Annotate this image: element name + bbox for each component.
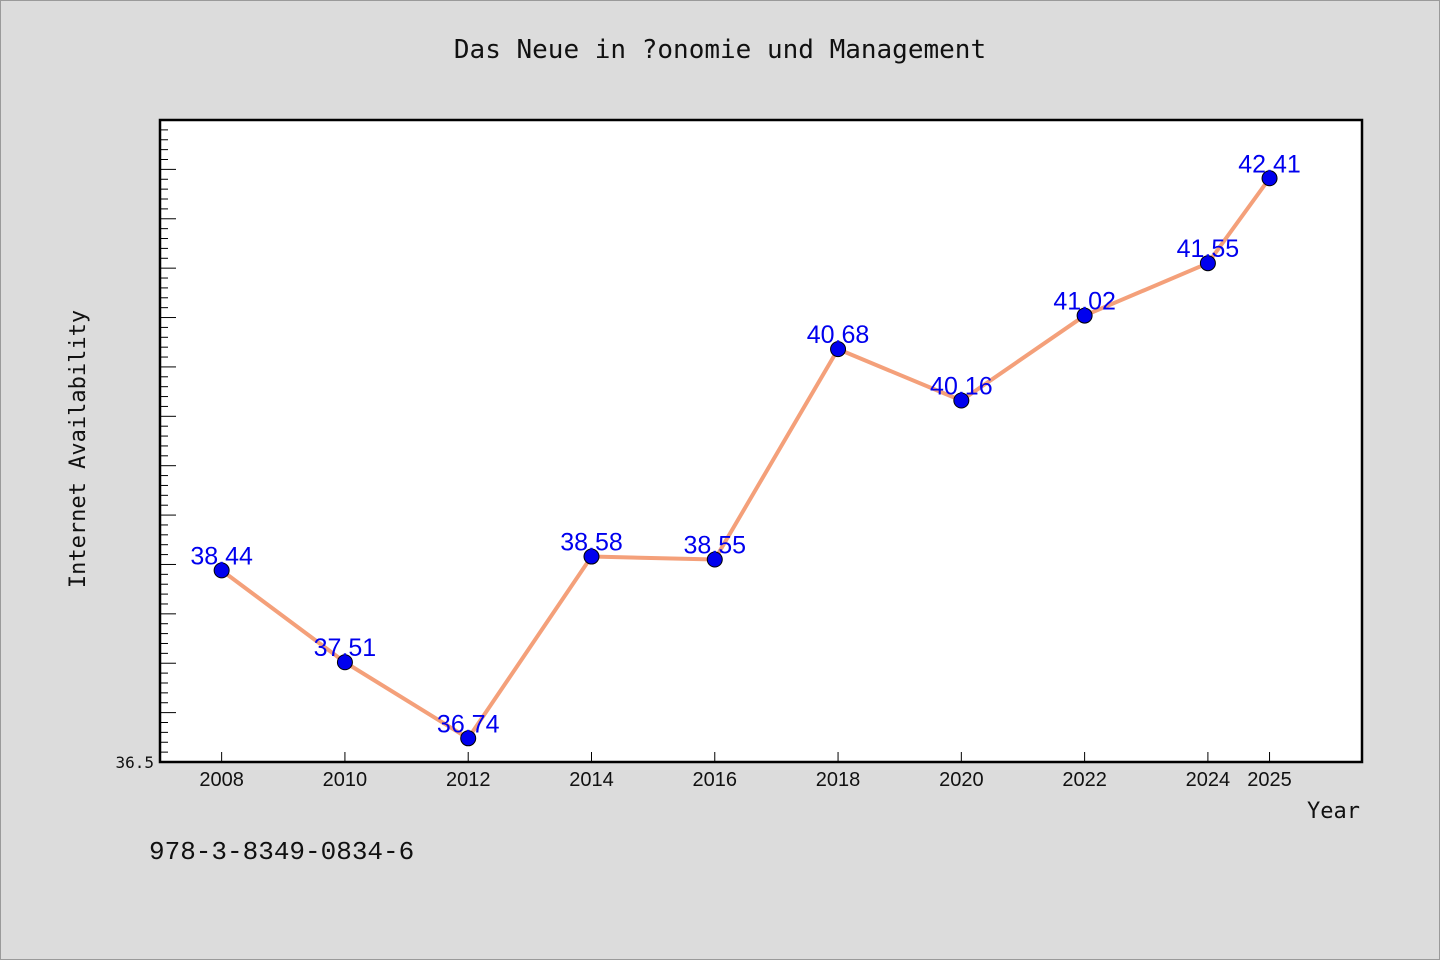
data-point xyxy=(336,654,353,671)
x-tick-label: 2025 xyxy=(1247,769,1292,791)
data-label: 42.41 xyxy=(1238,150,1301,178)
data-point xyxy=(1199,255,1216,272)
x-tick-label: 2012 xyxy=(446,769,491,791)
data-point xyxy=(1261,170,1278,187)
data-point xyxy=(1076,307,1093,324)
data-label: 36.74 xyxy=(437,710,500,738)
data-label: 38.58 xyxy=(560,529,623,557)
x-tick-label: 2008 xyxy=(199,769,244,791)
data-label: 41.02 xyxy=(1053,288,1116,316)
series-line xyxy=(219,176,1272,741)
x-tick-label: 2014 xyxy=(569,769,614,791)
data-point xyxy=(460,730,477,747)
data-point xyxy=(583,548,600,565)
chart-title: Das Neue in ?onomie und Management xyxy=(453,35,987,65)
data-point xyxy=(953,392,970,409)
data-label: 41.55 xyxy=(1177,235,1240,263)
isbn-label: 978-3-8349-0834-6 xyxy=(149,837,415,867)
data-point xyxy=(706,551,723,568)
x-axis-label: Year xyxy=(1307,799,1360,824)
data-label: 37.51 xyxy=(314,634,377,662)
data-point xyxy=(213,562,230,579)
data-label: 38.55 xyxy=(683,532,746,560)
x-tick-label: 2020 xyxy=(939,769,984,791)
plot-area xyxy=(158,118,1364,764)
x-tick-label: 2016 xyxy=(693,769,738,791)
y-axis-label: Internet Availability xyxy=(66,310,91,588)
data-label: 40.68 xyxy=(807,321,870,349)
x-tick-label: 2018 xyxy=(816,769,861,791)
data-label: 40.16 xyxy=(930,373,993,401)
x-tick-label: 2022 xyxy=(1062,769,1107,791)
y-tick-label: 36.5 xyxy=(115,753,154,772)
data-point xyxy=(830,341,847,358)
x-tick-label: 2010 xyxy=(323,769,368,791)
x-tick-label: 2024 xyxy=(1186,769,1231,791)
data-label: 38.44 xyxy=(190,542,253,570)
